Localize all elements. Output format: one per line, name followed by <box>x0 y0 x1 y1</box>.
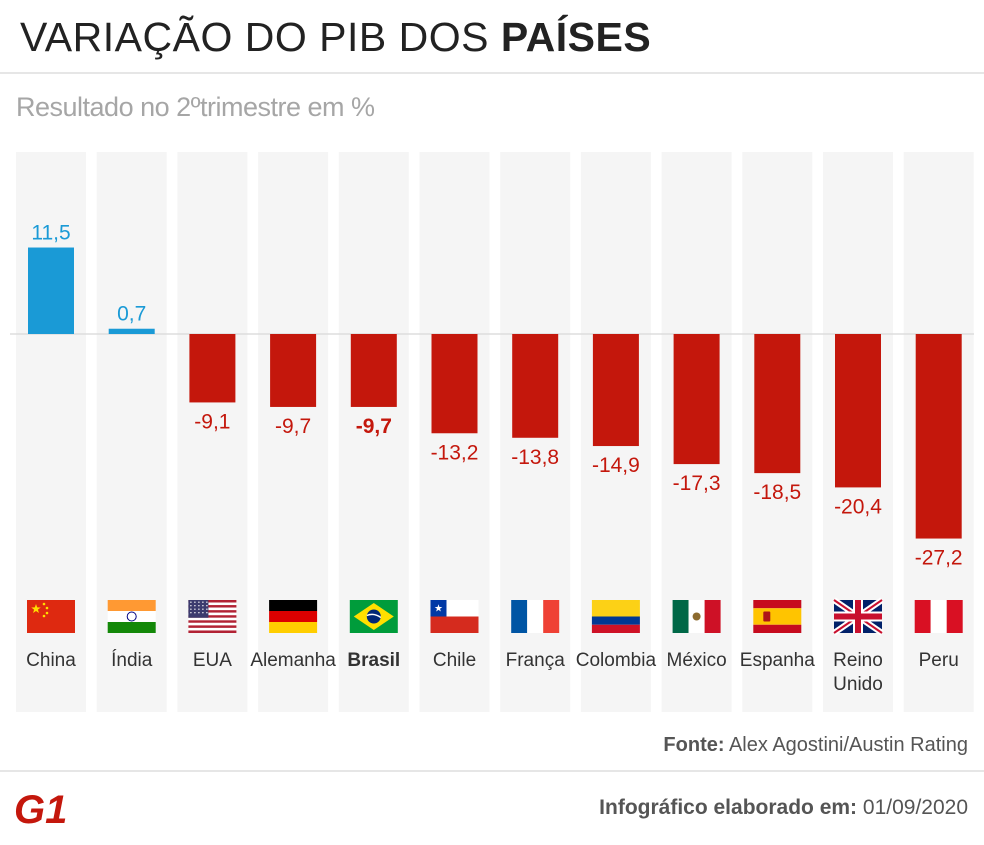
source-label: Fonte: <box>663 734 725 756</box>
value-label: -9,1 <box>194 410 230 433</box>
bar-eua <box>189 334 236 403</box>
bar-china <box>28 247 74 334</box>
colombia-flag <box>591 600 640 633</box>
source-text: Alex Agostini/Austin Rating <box>728 734 968 756</box>
footer-divider <box>0 770 984 772</box>
value-label: -20,4 <box>834 495 882 518</box>
title-divider <box>0 72 984 74</box>
value-label: -17,3 <box>673 472 721 495</box>
value-label: -18,5 <box>753 481 801 504</box>
category-label: México <box>667 650 727 671</box>
france-flag <box>511 600 560 633</box>
value-label: -27,2 <box>915 547 963 570</box>
credit-label: Infográfico elaborado em: <box>599 796 858 819</box>
bar-reino-unido <box>835 334 881 488</box>
bar-peru <box>915 334 962 539</box>
bar-méxico <box>673 334 720 465</box>
category-label: Chile <box>433 650 476 671</box>
value-label: 11,5 <box>31 222 70 245</box>
usa-flag <box>188 600 237 633</box>
mexico-flag <box>672 600 721 633</box>
germany-flag <box>269 600 318 633</box>
source-line: Fonte: Alex Agostini/Austin Rating <box>663 734 968 757</box>
bar-índia <box>108 328 155 334</box>
peru-flag <box>914 600 963 633</box>
bar-brasil <box>350 334 397 407</box>
title-part1: VARIAÇÃO DO PIB DOS <box>20 14 501 60</box>
category-label: Brasil <box>347 650 400 671</box>
value-label: -9,7 <box>275 415 311 438</box>
chart-subtitle: Resultado no 2ºtrimestre em % <box>16 92 375 122</box>
credit-date: 01/09/2020 <box>862 796 968 819</box>
india-flag <box>107 600 156 633</box>
category-label: EUA <box>193 650 232 671</box>
g1-logo: G1 <box>14 789 67 829</box>
category-label: China <box>26 650 76 671</box>
category-label: Índia <box>111 650 153 671</box>
spain-flag <box>753 600 802 633</box>
value-label: -13,2 <box>431 441 479 464</box>
value-label: 0,7 <box>117 303 146 326</box>
value-label: -9,7 <box>356 415 392 438</box>
title-part2: PAÍSES <box>500 14 652 60</box>
category-label: Alemanha <box>250 650 336 671</box>
bar-chart: 11,5 0,7 -9,1 -9,7 -9,7 -13,2 -13,8 -14,9 -17,3 -… <box>10 152 974 712</box>
bar-espanha <box>754 334 801 474</box>
value-label: -14,9 <box>592 454 640 477</box>
china-flag <box>27 600 75 633</box>
category-label: Espanha <box>740 650 815 671</box>
value-label: -13,8 <box>511 446 559 469</box>
credit-line: Infográfico elaborado em: 01/09/2020 <box>599 796 968 820</box>
bar-alemanha <box>270 334 317 407</box>
category-label: Colombia <box>576 650 657 671</box>
g1-logo-text: G1 <box>14 789 67 829</box>
chart-title: VARIAÇÃO DO PIB DOS PAÍSES <box>20 14 651 61</box>
category-label: Reino Unido <box>833 650 883 695</box>
bar-colombia <box>592 334 639 447</box>
bar-frança <box>512 334 559 438</box>
chile-flag <box>430 600 479 633</box>
bar-chile <box>431 334 478 434</box>
category-label: França <box>506 650 566 671</box>
category-label: Peru <box>919 650 959 671</box>
brazil-flag <box>349 600 398 633</box>
uk-flag <box>832 597 884 636</box>
